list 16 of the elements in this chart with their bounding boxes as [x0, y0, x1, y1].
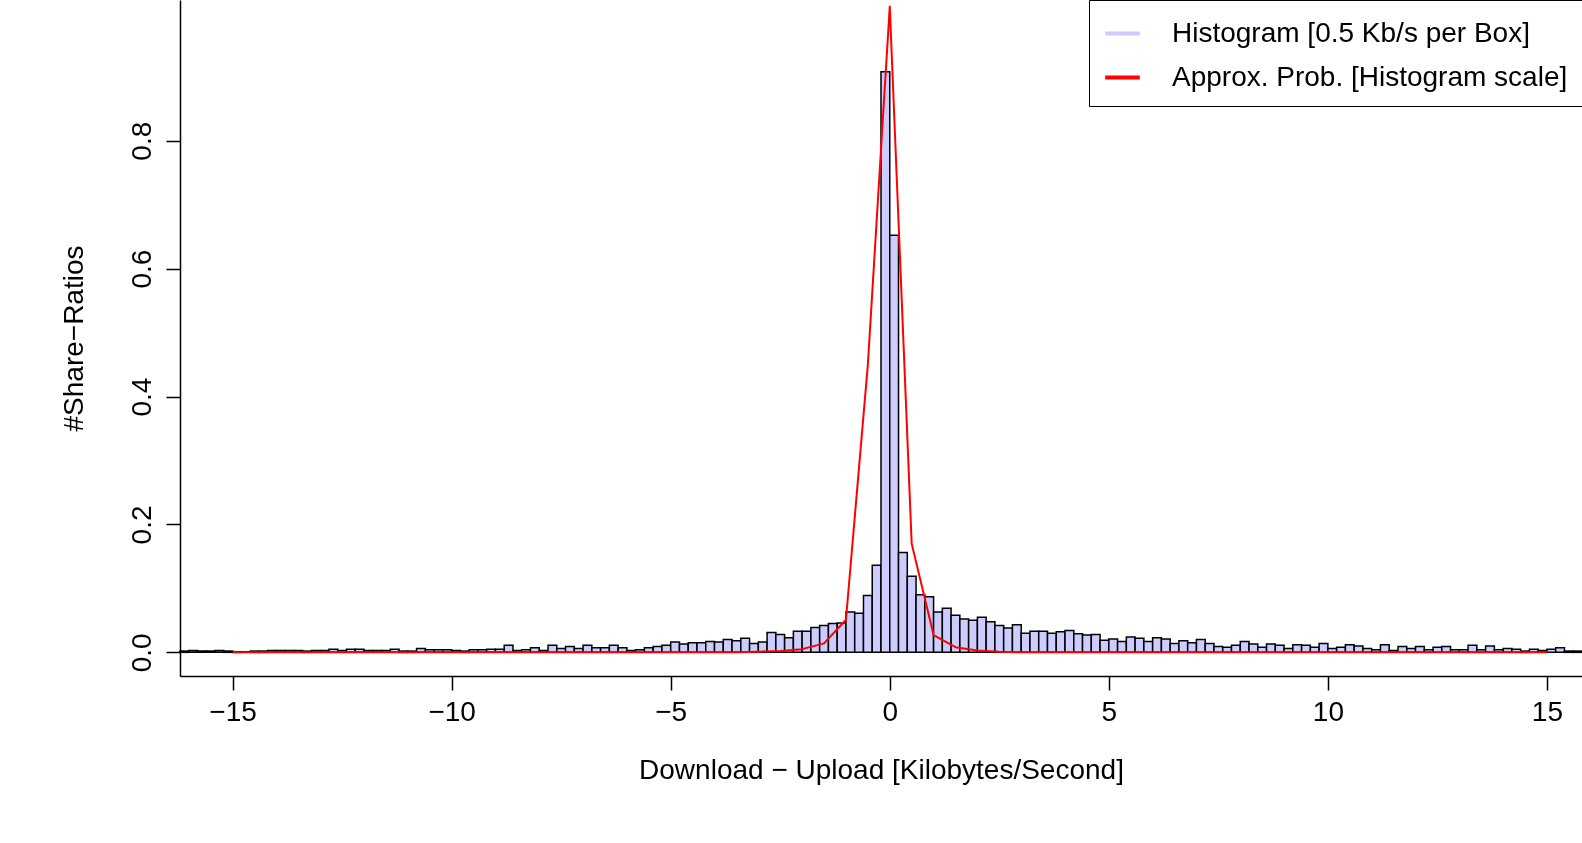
y-axis-title: #Share−Ratios — [57, 245, 89, 432]
x-tick-label: −15 — [209, 695, 257, 727]
legend-label: Histogram [0.5 Kb/s per Box] — [1172, 16, 1530, 48]
x-tick-label: 5 — [1101, 695, 1118, 727]
legend-label: Approx. Prob. [Histogram scale] — [1172, 60, 1568, 92]
y-tick-label: 0.0 — [125, 633, 157, 673]
x-tick-label: −5 — [655, 695, 688, 727]
x-tick-label: 0 — [882, 695, 899, 727]
x-tick-label: 15 — [1531, 695, 1564, 727]
x-tick-label: −10 — [428, 695, 476, 727]
x-axis-title: Download − Upload [Kilobytes/Second] — [639, 753, 1124, 785]
y-tick-label: 0.4 — [125, 377, 157, 417]
y-tick-label: 0.2 — [125, 505, 157, 545]
y-tick-label: 0.8 — [125, 121, 157, 161]
y-tick-label: 0.6 — [125, 249, 157, 289]
x-tick-label: 10 — [1312, 695, 1344, 727]
